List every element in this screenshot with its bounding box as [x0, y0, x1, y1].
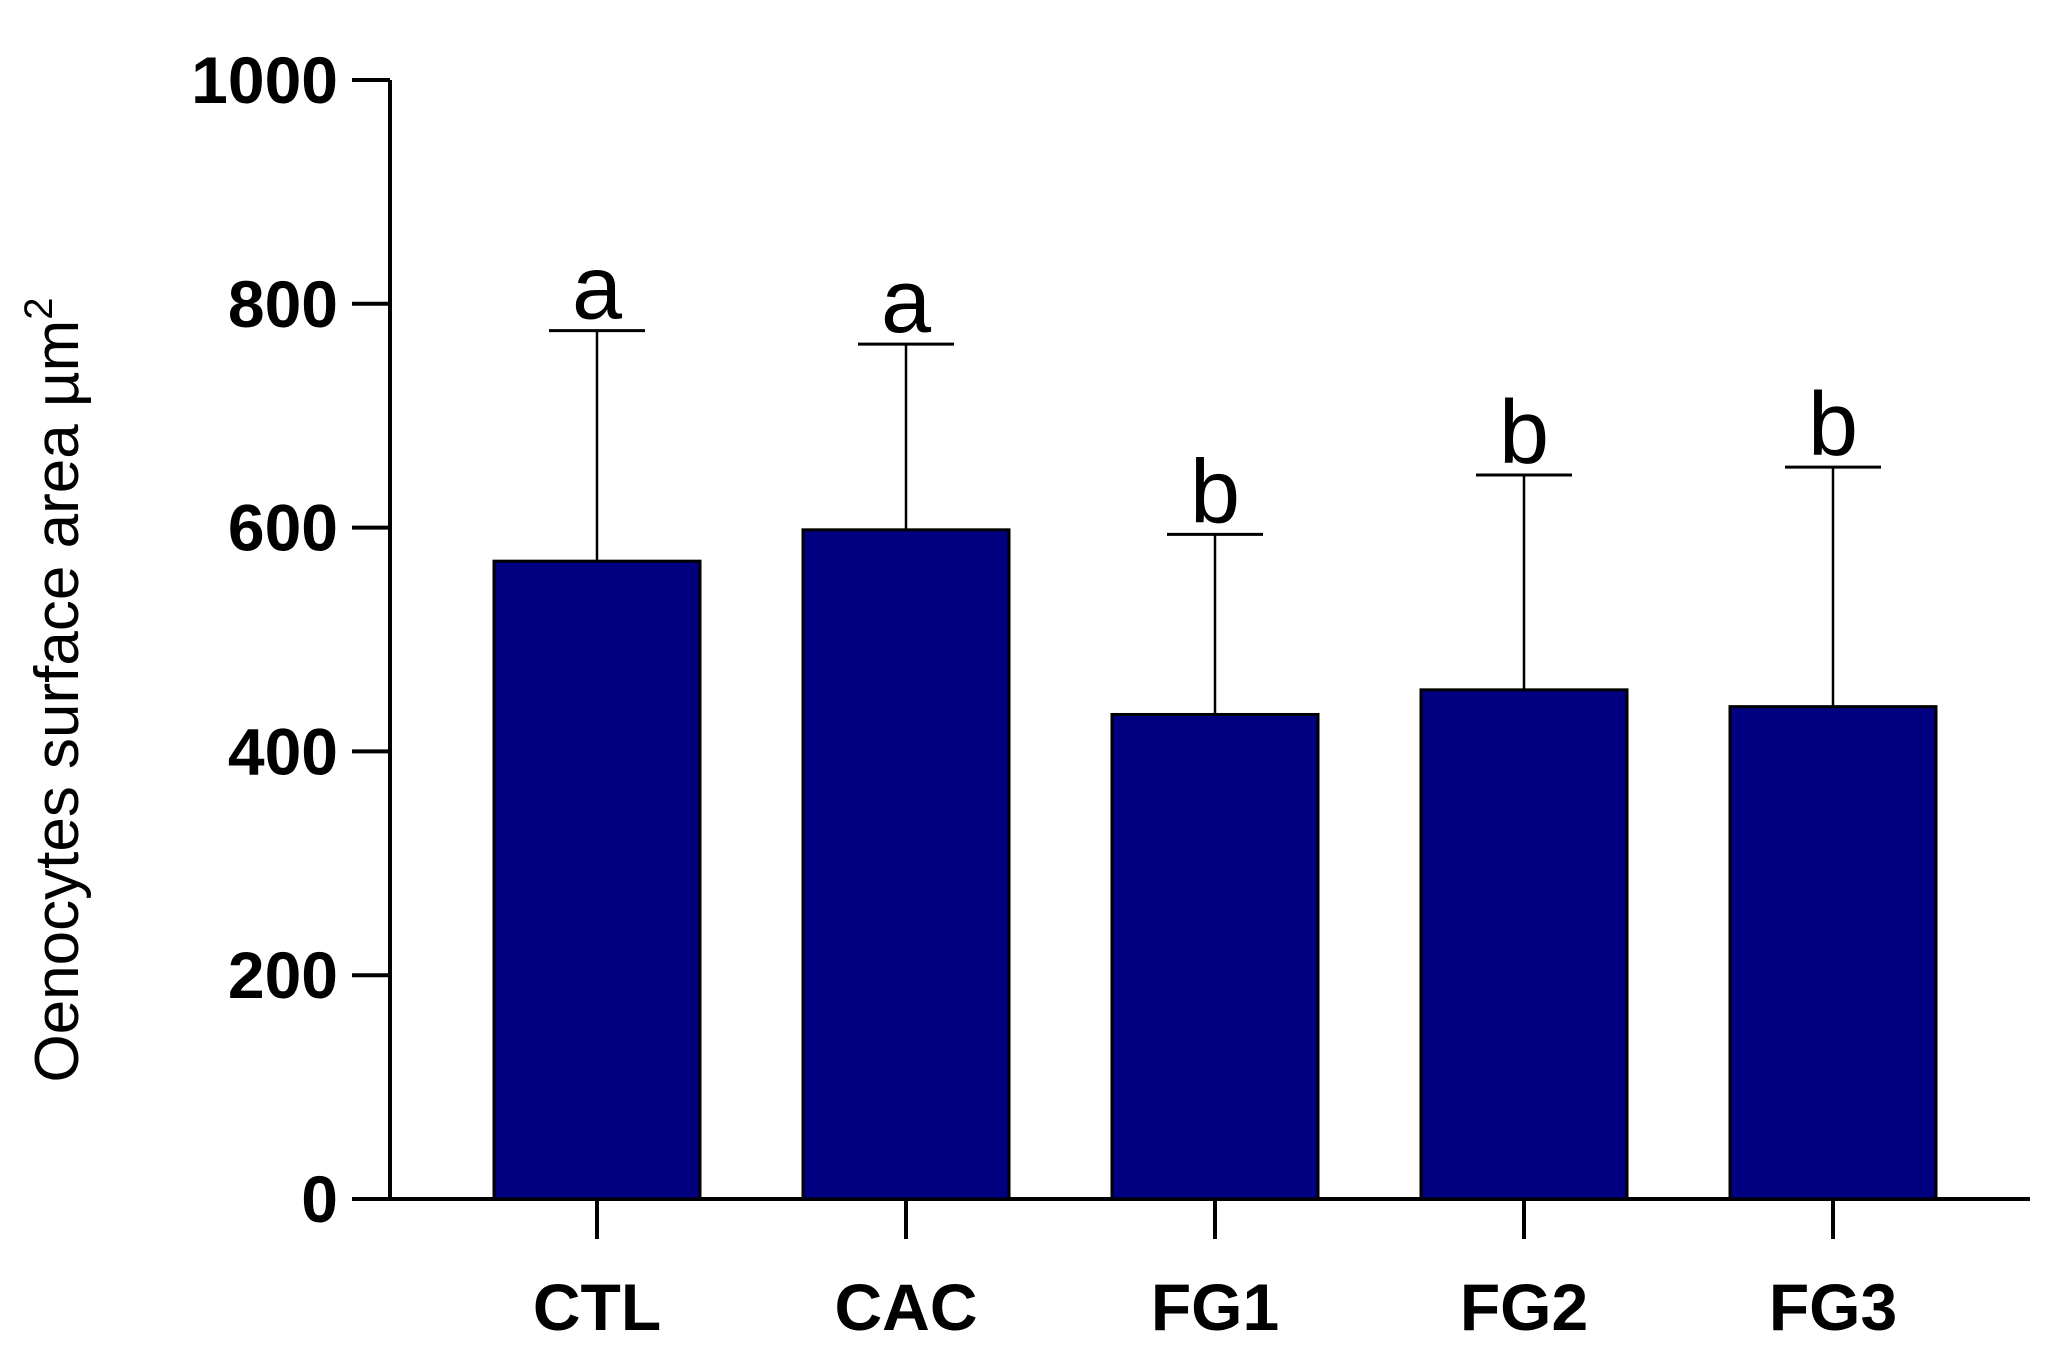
x-tick-label: CTL [533, 1270, 661, 1344]
significance-label: a [572, 239, 623, 339]
y-tick-label: 200 [228, 938, 338, 1012]
significance-label: b [1499, 383, 1549, 483]
x-axis: CTL CAC FG1 FG2 FG3 [390, 1197, 2030, 1344]
y-tick-label: 800 [228, 267, 338, 341]
error-bars [549, 329, 1881, 715]
bar [1728, 705, 1938, 1201]
y-tick-label: 1000 [191, 43, 338, 117]
y-tick-label: 600 [228, 491, 338, 565]
x-tick-label: FG2 [1460, 1270, 1588, 1344]
bar [492, 559, 702, 1201]
bar [1110, 712, 1320, 1201]
significance-label: a [881, 252, 932, 352]
y-axis-title-superscript: 2 [17, 297, 61, 319]
y-axis-title: Oenocytes surface area µm2 [17, 297, 92, 1082]
significance-label: b [1190, 442, 1240, 542]
y-axis-title-text: Oenocytes surface area µm [23, 320, 92, 1083]
bars [492, 528, 1938, 1201]
y-tick-label: 0 [301, 1162, 338, 1236]
significance-labels: a a b b b [572, 239, 1858, 543]
x-tick-label: FG1 [1151, 1270, 1279, 1344]
x-tick-label: FG3 [1769, 1270, 1897, 1344]
bar [801, 528, 1011, 1201]
bar [1419, 688, 1629, 1201]
y-axis: 0 200 400 600 800 1000 [191, 43, 392, 1236]
y-tick-label: 400 [228, 714, 338, 788]
x-tick-label: CAC [835, 1270, 978, 1344]
significance-label: b [1808, 375, 1858, 475]
